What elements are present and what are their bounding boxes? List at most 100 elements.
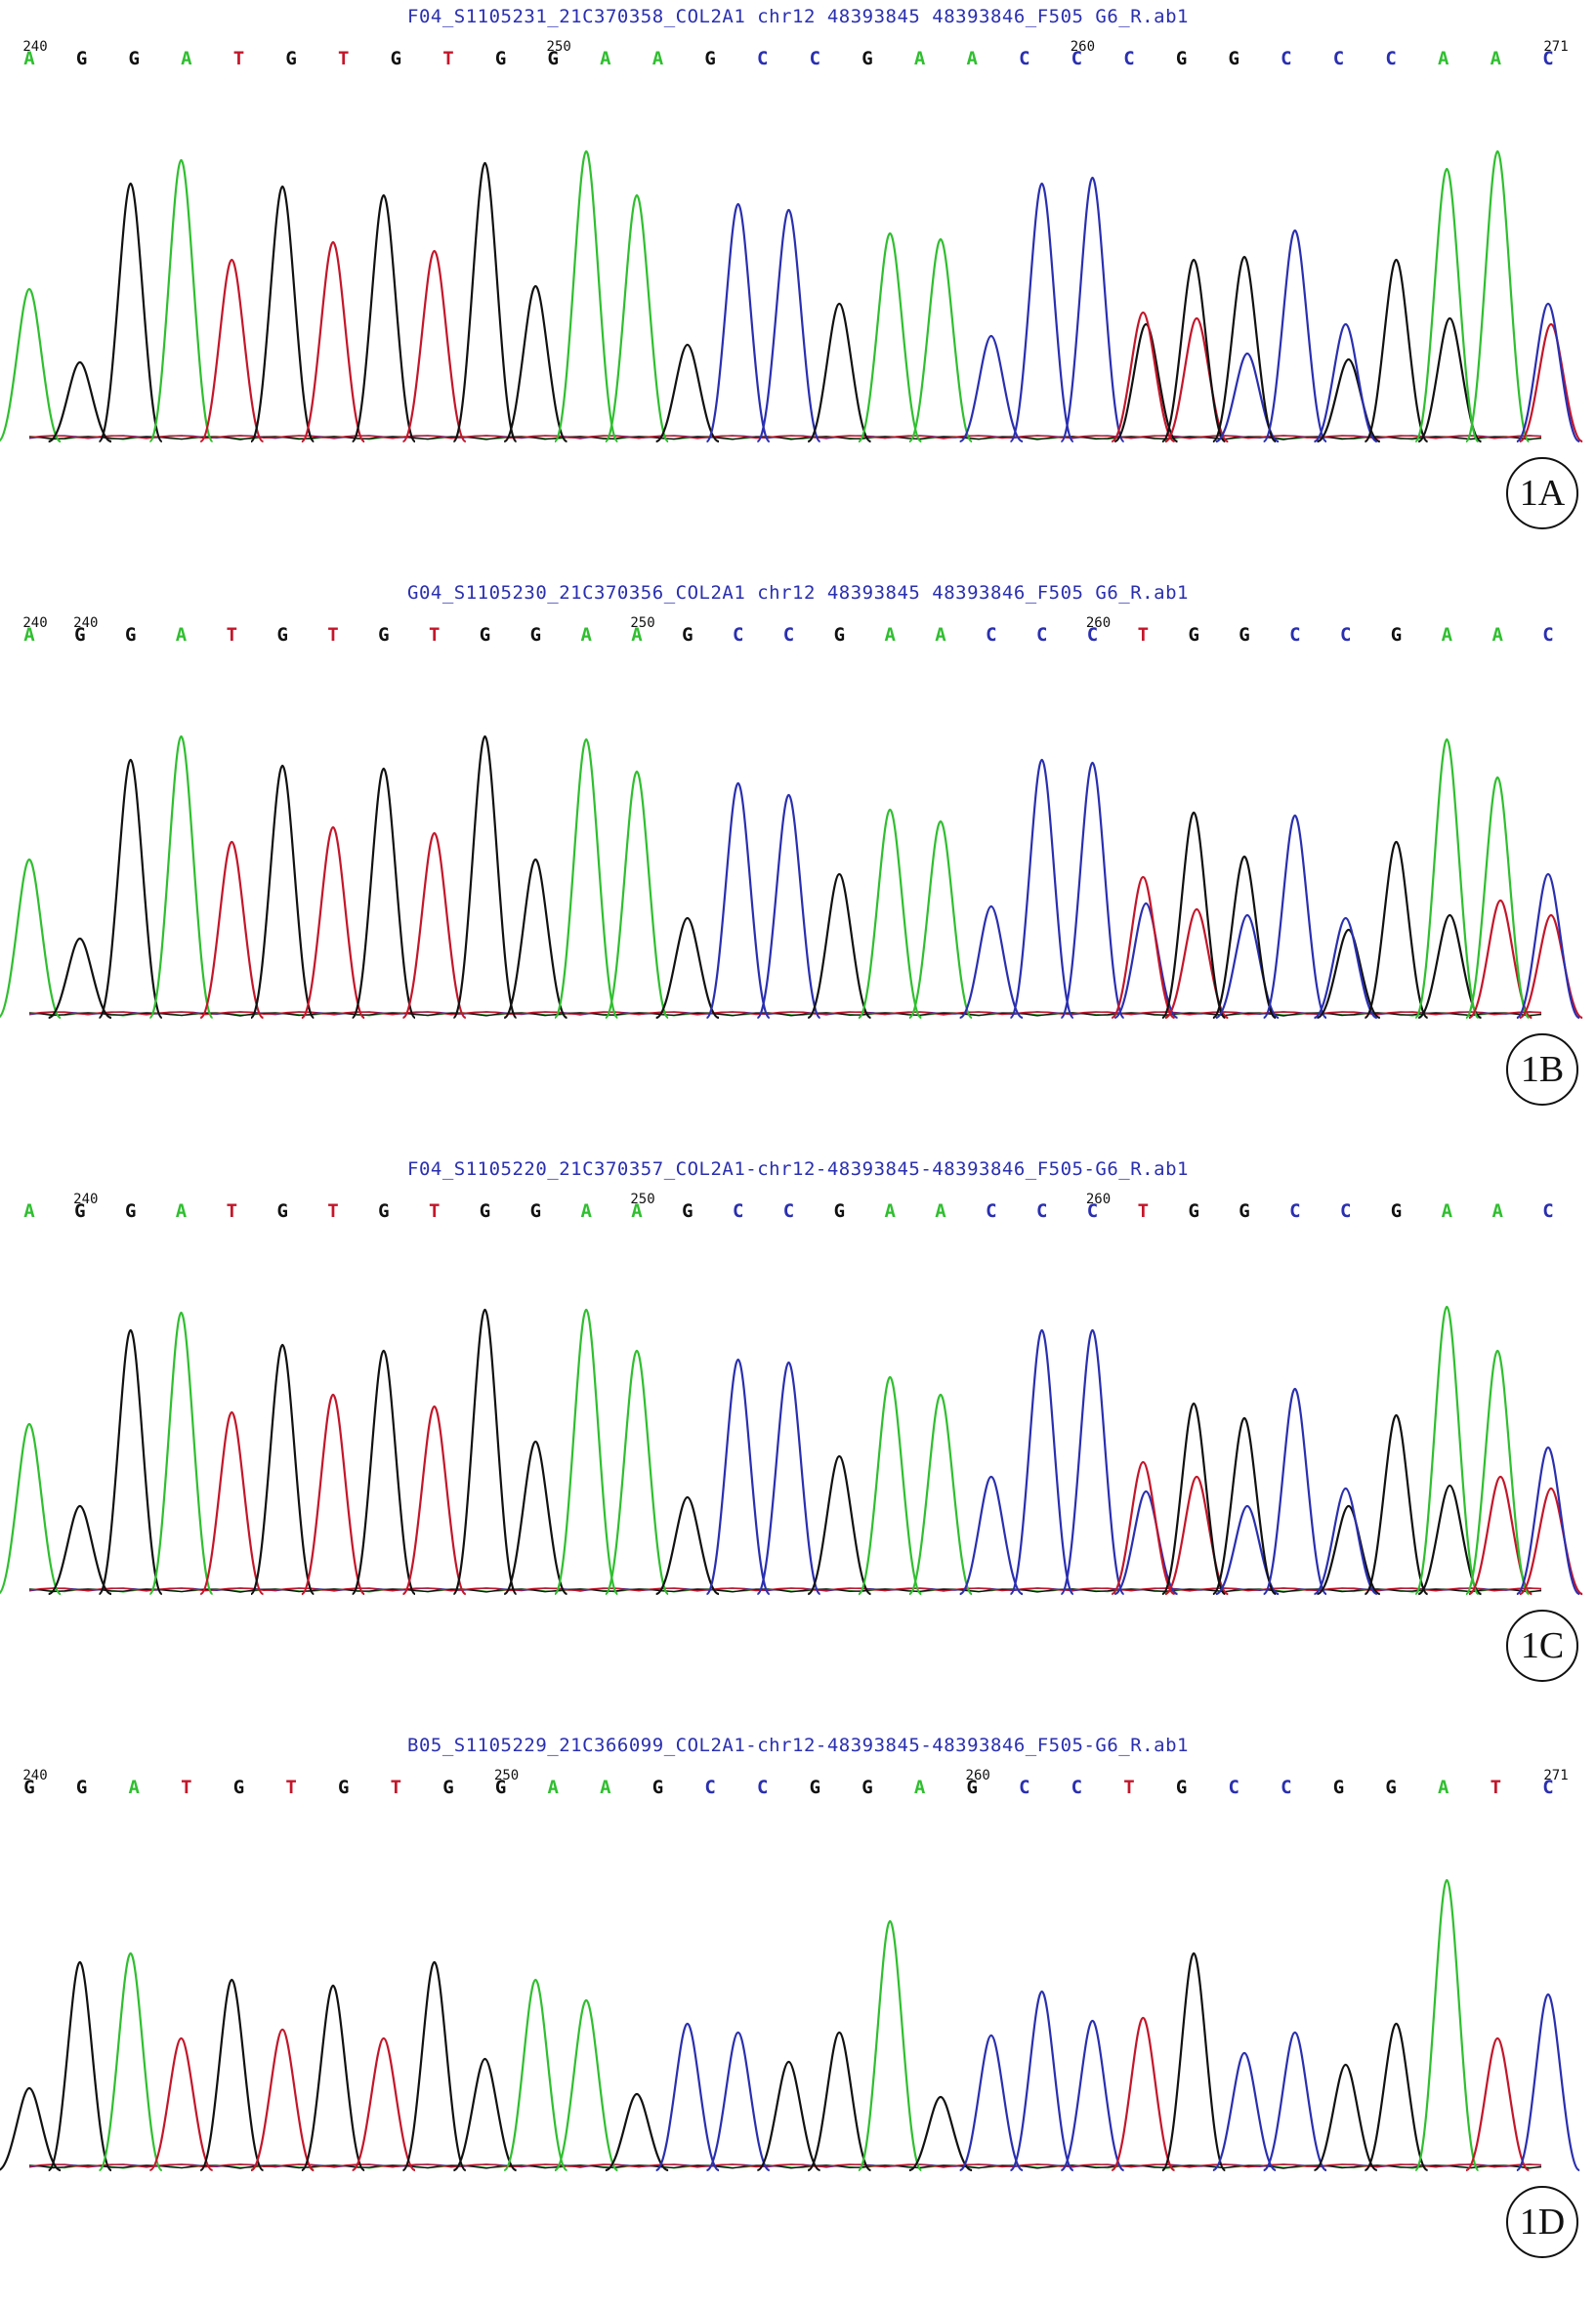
base-call: A: [1442, 624, 1453, 646]
trace-peak: [401, 1405, 467, 1596]
trace-peak: [401, 249, 467, 443]
base-call: C: [1123, 48, 1134, 69]
trace-peak: [300, 1984, 366, 2172]
trace-peak: [1111, 2016, 1176, 2172]
base-call: A: [547, 1777, 559, 1798]
trace-peak: [148, 1311, 214, 1596]
trace-peak: [1009, 1328, 1074, 1596]
base-call: C: [1289, 624, 1300, 646]
secondary-peak: [1317, 1504, 1381, 1596]
trace-peak: [1060, 1328, 1125, 1596]
base-call: C: [1019, 1777, 1029, 1798]
trace-peak: [1516, 1446, 1580, 1596]
base-call: A: [580, 1200, 592, 1222]
trace-peak: [98, 182, 163, 443]
base-call: A: [600, 1777, 611, 1798]
base-call: C: [1289, 1200, 1300, 1222]
trace-peak: [1464, 149, 1531, 443]
base-call: G: [861, 48, 872, 69]
base-call: G: [704, 48, 715, 69]
trace-peak: [199, 840, 265, 1020]
position-mark: 260: [1086, 615, 1111, 631]
base-call: G: [652, 1777, 663, 1798]
base-call: A: [129, 1777, 141, 1798]
base-call: C: [783, 1200, 794, 1222]
trace-peak: [959, 2034, 1024, 2172]
trace-peak: [553, 737, 619, 1020]
secondary-peak: [1113, 1489, 1179, 1596]
position-mark: 260: [966, 1768, 990, 1783]
trace-peak: [148, 734, 214, 1020]
trace-peak: [452, 1308, 518, 1596]
trace-peak: [756, 793, 821, 1020]
base-call: A: [914, 1777, 926, 1798]
base-call: G: [834, 1200, 845, 1222]
trace-peak: [553, 149, 619, 443]
base-call: C: [733, 1200, 743, 1222]
trace-peak: [1465, 2036, 1530, 2172]
trace-peak: [351, 767, 417, 1020]
base-call: C: [1340, 1200, 1351, 1222]
base-call: C: [1385, 48, 1396, 69]
trace-peak: [807, 302, 872, 443]
position-mark: 250: [630, 615, 654, 631]
position-mark: 250: [547, 39, 571, 55]
base-call: G: [76, 1777, 87, 1798]
trace-peak: [807, 2031, 872, 2172]
trace-peak: [1212, 2051, 1277, 2172]
trace-peak: [47, 1960, 113, 2172]
base-call: T: [442, 48, 453, 69]
base-call: G: [338, 1777, 349, 1798]
trace-peak: [1515, 1992, 1581, 2172]
trace-peak: [1414, 737, 1480, 1020]
chromatogram-panel-1a: F04_S1105231_21C370358_COL2A1 chr12 4839…: [0, 0, 1596, 576]
secondary-peak: [1417, 913, 1483, 1020]
base-call: G: [834, 624, 845, 646]
position-mark: 260: [1086, 1192, 1111, 1207]
position-end: 271: [1543, 39, 1568, 55]
base-call: G: [74, 1200, 85, 1222]
base-call: T: [391, 1777, 401, 1798]
trace-peak: [756, 2060, 821, 2172]
panel-label: 1A: [1506, 457, 1578, 529]
base-call: C: [1071, 48, 1082, 69]
base-call: G: [530, 1200, 541, 1222]
trace-peak: [148, 2036, 214, 2172]
secondary-peak: [1164, 316, 1229, 443]
base-call: A: [935, 1200, 946, 1222]
trace-peak: [1464, 776, 1531, 1020]
trace-peak: [705, 202, 771, 443]
base-call: A: [580, 624, 592, 646]
base-call: G: [495, 48, 506, 69]
base-call: C: [1281, 48, 1291, 69]
position-end: 271: [1543, 1768, 1568, 1783]
trace-peak: [1111, 1460, 1176, 1596]
trace-peak: [0, 2086, 62, 2172]
trace-file-title: F04_S1105231_21C370358_COL2A1 chr12 4839…: [407, 6, 1189, 27]
base-call: G: [966, 1777, 977, 1798]
base-call: G: [495, 1777, 506, 1798]
baseline-noise-t: [28, 1587, 1542, 1592]
chromatogram-panel-1d: B05_S1105229_21C366099_COL2A1-chr12-4839…: [0, 1729, 1596, 2305]
base-call: T: [285, 1777, 296, 1798]
trace-peak: [1111, 311, 1176, 443]
base-call: C: [1071, 1777, 1082, 1798]
base-call: T: [181, 1777, 191, 1798]
base-call: T: [1138, 1200, 1149, 1222]
trace-peak: [199, 1978, 265, 2172]
trace-peak: [300, 825, 366, 1020]
base-call: A: [176, 1200, 188, 1222]
trace-peak: [907, 1393, 974, 1596]
base-call: G: [276, 1200, 287, 1222]
base-call: G: [810, 1777, 820, 1798]
base-call: G: [378, 1200, 389, 1222]
base-call: A: [23, 1200, 35, 1222]
trace-peak: [604, 770, 670, 1020]
trace-peak: [452, 2057, 518, 2172]
trace-peak: [1313, 2063, 1378, 2172]
trace-peak: [705, 1358, 771, 1596]
secondary-peak: [1317, 928, 1381, 1020]
trace-peak: [503, 858, 568, 1020]
trace-peak: [604, 193, 670, 443]
trace-peak: [1262, 1387, 1328, 1596]
